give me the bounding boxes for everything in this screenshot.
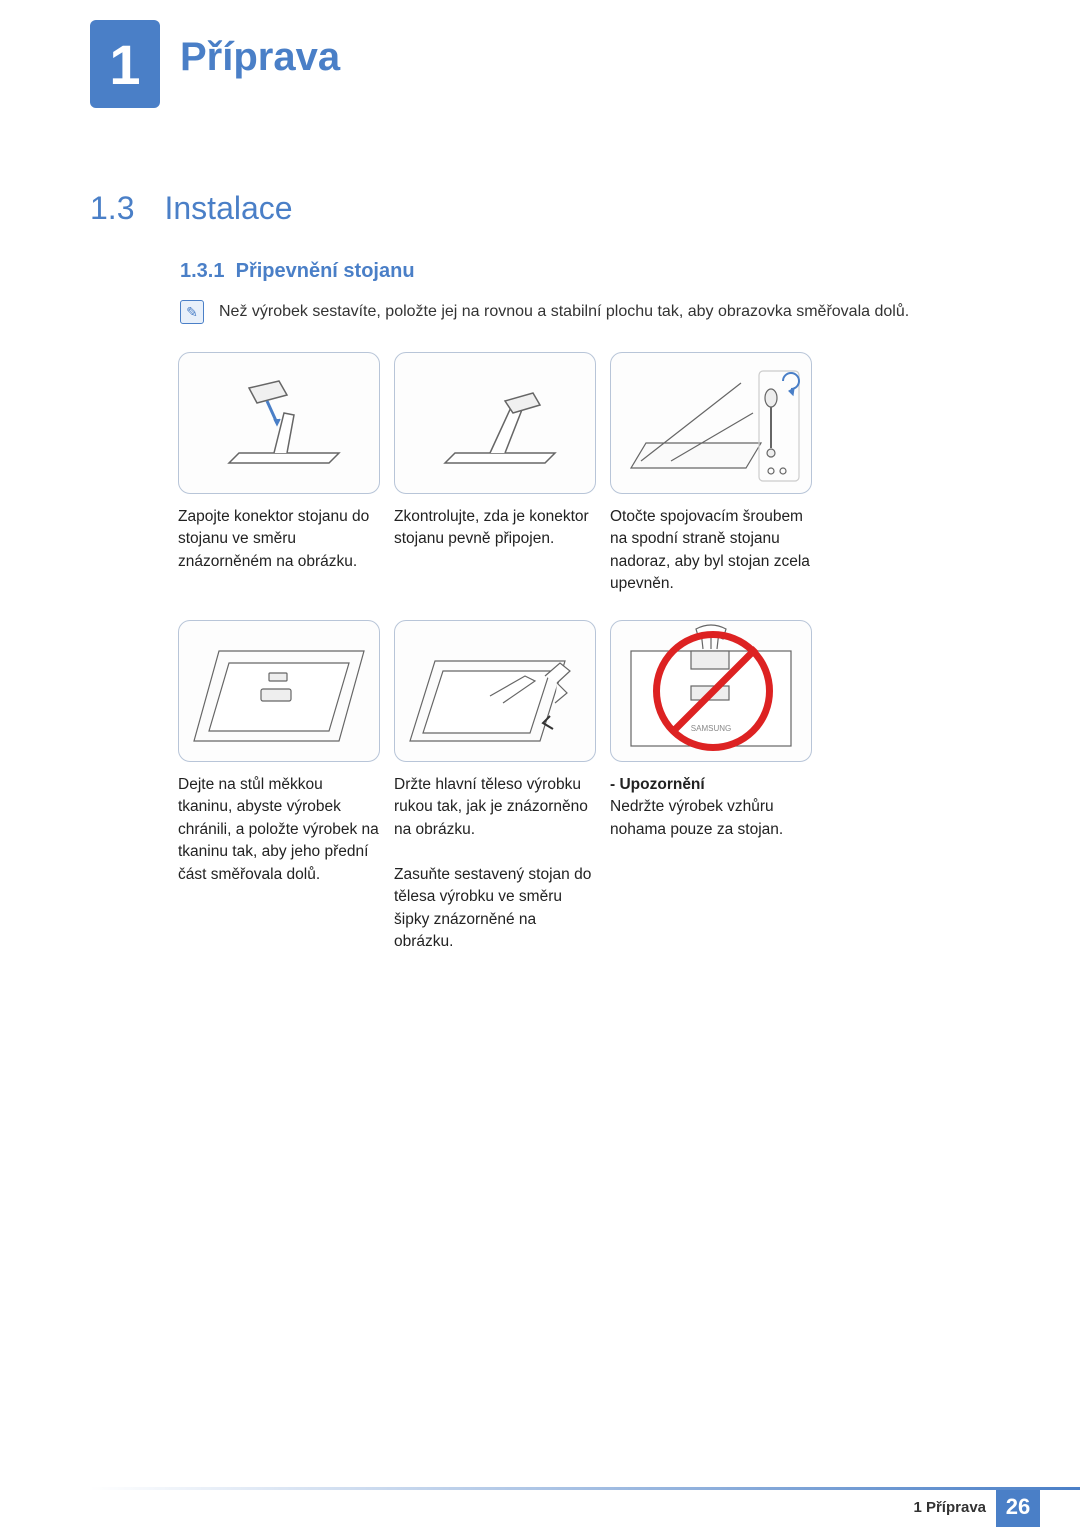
step-caption: - Upozornění Nedržte výrobek vzhůru noha… bbox=[610, 774, 812, 841]
step-caption: Držte hlavní těleso výrobku rukou tak, j… bbox=[394, 774, 596, 954]
steps-grid: Zapojte konektor stojanu do stojanu ve s… bbox=[178, 352, 812, 954]
step-caption: Zapojte konektor stojanu do stojanu ve s… bbox=[178, 506, 380, 573]
step-illustration bbox=[610, 352, 812, 494]
step-caption: Dejte na stůl měkkou tkaninu, abyste výr… bbox=[178, 774, 380, 886]
section-heading: 1.3 Instalace bbox=[90, 190, 293, 227]
chapter-badge: 1 bbox=[90, 20, 160, 108]
step-illustration bbox=[178, 352, 380, 494]
step-illustration bbox=[178, 620, 380, 762]
step-cell: Držte hlavní těleso výrobku rukou tak, j… bbox=[394, 620, 596, 954]
step-cell: Dejte na stůl měkkou tkaninu, abyste výr… bbox=[178, 620, 380, 954]
note-text: Než výrobek sestavíte, položte jej na ro… bbox=[219, 303, 909, 321]
step-caption-a: Držte hlavní těleso výrobku rukou tak, j… bbox=[394, 776, 588, 838]
subsection-number: 1.3.1 bbox=[180, 260, 224, 282]
section-number: 1.3 bbox=[90, 190, 134, 227]
step-cell: SAMSUNG - Upozornění Nedržte výrobek vzh… bbox=[610, 620, 812, 954]
chapter-title: Příprava bbox=[180, 35, 340, 80]
prohibit-icon bbox=[653, 631, 773, 751]
step-illustration bbox=[394, 352, 596, 494]
warning-text: Nedržte výrobek vzhůru nohama pouze za s… bbox=[610, 798, 783, 837]
subsection-title: Připevnění stojanu bbox=[236, 260, 415, 282]
pencil-note-icon: ✎ bbox=[180, 300, 204, 324]
step-cell: Zkontrolujte, zda je konektor stojanu pe… bbox=[394, 352, 596, 596]
page-number-badge: 26 bbox=[996, 1487, 1040, 1527]
chapter-number: 1 bbox=[109, 32, 140, 97]
section-title: Instalace bbox=[164, 190, 292, 227]
warning-label: - Upozornění bbox=[610, 776, 705, 793]
page-number: 26 bbox=[1006, 1494, 1030, 1520]
step-caption: Zkontrolujte, zda je konektor stojanu pe… bbox=[394, 506, 596, 551]
step-caption: Otočte spojovacím šroubem na spodní stra… bbox=[610, 506, 812, 596]
footer-chapter-ref: 1 Příprava bbox=[913, 1499, 986, 1516]
note-row: ✎ Než výrobek sestavíte, položte jej na … bbox=[180, 300, 909, 324]
step-illustration: SAMSUNG bbox=[610, 620, 812, 762]
step-illustration bbox=[394, 620, 596, 762]
subsection-heading: 1.3.1 Připevnění stojanu bbox=[180, 260, 415, 283]
page-footer: 1 Příprava 26 bbox=[0, 1487, 1080, 1527]
footer-divider bbox=[90, 1487, 1080, 1490]
step-caption-b: Zasuňte sestavený stojan do tělesa výrob… bbox=[394, 866, 591, 950]
step-cell: Otočte spojovacím šroubem na spodní stra… bbox=[610, 352, 812, 596]
step-cell: Zapojte konektor stojanu do stojanu ve s… bbox=[178, 352, 380, 596]
